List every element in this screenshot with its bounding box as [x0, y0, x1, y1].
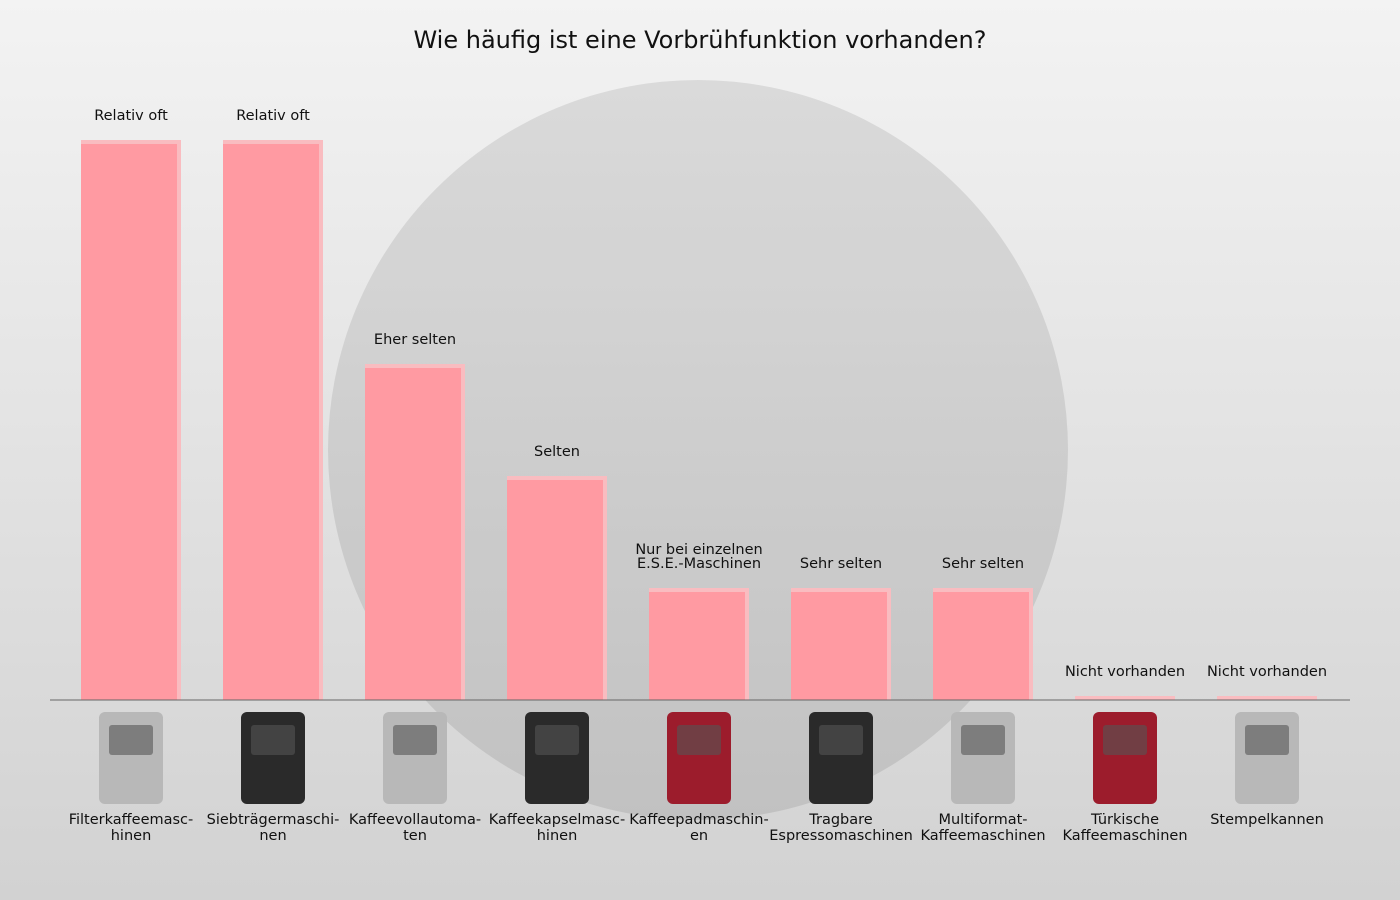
category-label: Stempelkannen [1210, 812, 1324, 828]
category-label: Kaffeepadmaschin- [629, 812, 768, 828]
product-image-icon [951, 712, 1015, 804]
category-label: Kaffeekapselmasc- [489, 812, 625, 828]
data-label: Eher selten [374, 332, 456, 348]
bar-fill [933, 592, 1029, 700]
category-label: Siebträgermaschi- [207, 812, 340, 828]
category-label: Kaffeemaschinen [1062, 828, 1187, 844]
product-image-icon [525, 712, 589, 804]
bar-fill [791, 592, 887, 700]
category-label: nen [259, 828, 286, 844]
product-image-icon [809, 712, 873, 804]
product-image-icon [1093, 712, 1157, 804]
data-label: Nicht vorhanden [1207, 664, 1327, 680]
data-label: Sehr selten [800, 556, 882, 572]
data-label: Nur bei einzelnen [635, 542, 762, 558]
category-label: Kaffeevollautoma- [349, 812, 481, 828]
chart-title: Wie häufig ist eine Vorbrühfunktion vorh… [413, 26, 987, 54]
category-label: en [690, 828, 708, 844]
category-label: Espressomaschinen [769, 828, 913, 844]
bar-fill [223, 144, 319, 700]
category-label: Filterkaffeemasc- [69, 812, 194, 828]
product-image-icon [383, 712, 447, 804]
data-label: Nicht vorhanden [1065, 664, 1185, 680]
product-image-icon [667, 712, 731, 804]
category-label: Kaffeemaschinen [920, 828, 1045, 844]
data-label: Selten [534, 444, 580, 460]
data-label: E.S.E.-Maschinen [637, 556, 761, 572]
product-image-icon [99, 712, 163, 804]
category-label: Tragbare [808, 812, 873, 828]
bar-fill [507, 480, 603, 700]
data-label: Relativ oft [236, 108, 310, 124]
bar [1075, 696, 1175, 700]
product-image-icon [1235, 712, 1299, 804]
bar-fill [81, 144, 177, 700]
category-label: Türkische [1090, 812, 1159, 828]
bar [1217, 696, 1317, 700]
category-label: ten [403, 828, 427, 844]
bar-fill [365, 368, 461, 700]
category-label: hinen [111, 828, 152, 844]
product-image-icon [241, 712, 305, 804]
category-label: hinen [537, 828, 578, 844]
category-label: Multiformat- [938, 812, 1027, 828]
data-label: Sehr selten [942, 556, 1024, 572]
data-label: Relativ oft [94, 108, 168, 124]
bar-fill [649, 592, 745, 700]
